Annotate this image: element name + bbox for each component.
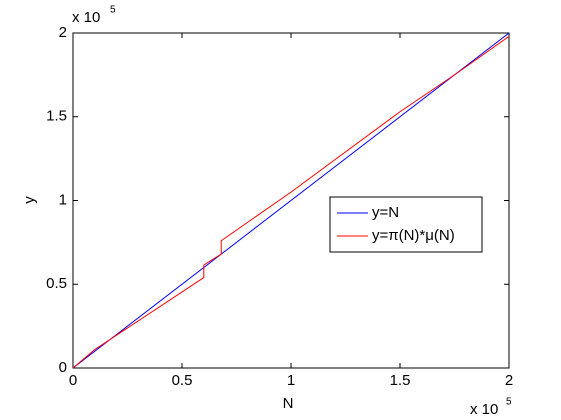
legend-label: y=N <box>372 204 399 221</box>
y-tick-label: 0 <box>59 359 67 376</box>
y-tick-label: 0.5 <box>46 275 67 292</box>
x-exponent: 5 <box>506 397 512 408</box>
y-tick-label: 2 <box>59 24 67 41</box>
y-tick-label: 1 <box>59 191 67 208</box>
legend-box <box>329 196 483 253</box>
x-exponent-base: x 10 <box>470 401 498 418</box>
x-tick-label: 1.5 <box>390 372 411 389</box>
x-tick-label: 2 <box>505 372 513 389</box>
y-tick-label: 1.5 <box>46 108 67 125</box>
legend-label: y=π(N)*μ(N) <box>372 227 455 244</box>
x-tick-label: 1 <box>287 372 295 389</box>
x-axis-label: N <box>283 395 294 412</box>
x-tick-label: 0 <box>69 372 77 389</box>
y-exponent: 5 <box>110 5 116 16</box>
y-axis-label: y <box>21 196 38 204</box>
x-tick-label: 0.5 <box>172 372 193 389</box>
y-exponent-base: x 10 <box>72 9 100 26</box>
series-line <box>72 35 510 369</box>
series-line <box>72 32 510 369</box>
